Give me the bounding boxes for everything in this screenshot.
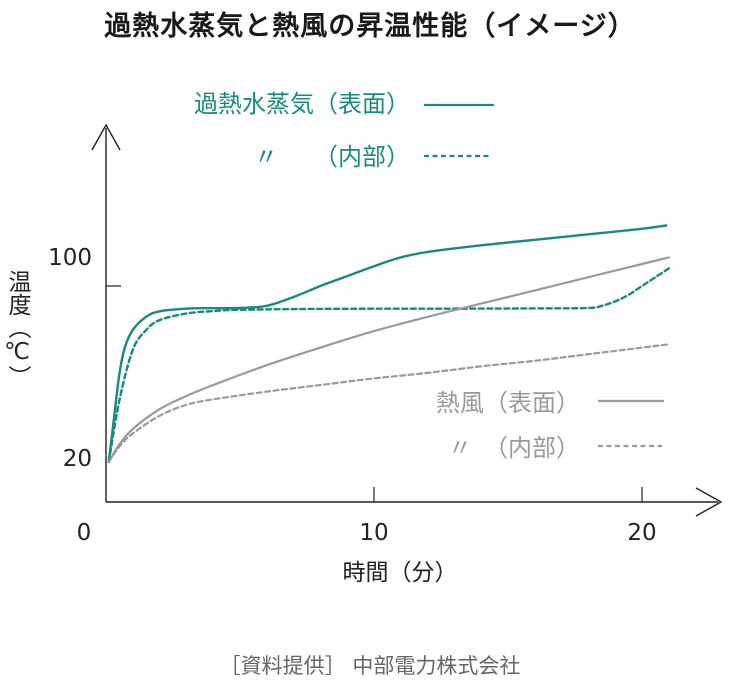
series-hot-air-surface-legend-label: 熱風（表面）	[436, 389, 580, 417]
series-steam-interior-line	[107, 267, 670, 464]
chart-title: 過熱水蒸気と熱風の昇温性能（イメージ）	[104, 11, 636, 42]
series-steam-interior-legend-label: 〃 （内部）	[254, 143, 410, 171]
y-axis-label: 温度（℃）	[4, 270, 32, 388]
y-axis-arrow	[91, 123, 121, 151]
series-steam-surface-legend-label: 過熱水蒸気（表面）	[194, 90, 410, 118]
series-steam-surface-line	[107, 224, 668, 464]
x-tick-label: 0	[77, 520, 92, 546]
series-hot-air-interior-legend-label: 〃 （内部）	[448, 434, 580, 462]
y-tick-label: 100	[48, 245, 92, 271]
x-axis-arrow	[695, 487, 723, 517]
series-hot-air-interior-line	[107, 343, 670, 464]
series-hot-air-surface-line	[107, 256, 670, 464]
x-axis-label: 時間（分）	[343, 560, 458, 586]
x-tick-label: 20	[627, 520, 656, 546]
source-credit: ［資料提供］ 中部電力株式会社	[219, 654, 521, 678]
y-tick-label: 20	[63, 446, 92, 472]
x-tick-label: 10	[359, 520, 388, 546]
